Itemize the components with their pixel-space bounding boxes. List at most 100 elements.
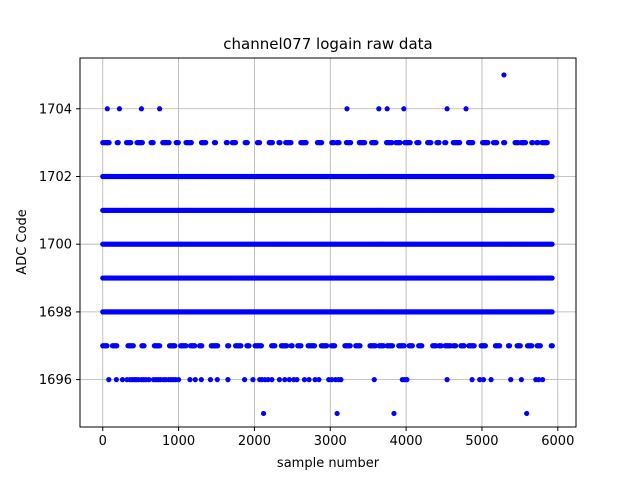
data-point [482,343,489,349]
data-point [404,377,410,383]
data-point [457,140,463,146]
y-tick-label: 1704 [39,102,72,117]
data-point [338,377,344,383]
data-point [419,343,425,349]
y-tick-label: 1700 [39,238,72,253]
data-point [207,377,214,383]
data-point [384,106,390,112]
data-point [199,343,205,349]
data-point [502,140,508,146]
data-point [106,140,112,146]
data-point [463,106,469,112]
data-point [260,410,267,417]
data-point [175,377,182,383]
data-point [226,343,232,349]
y-tick-label: 1702 [39,170,72,185]
data-point [530,140,536,146]
data-point [246,343,252,349]
data-point [157,343,163,349]
data-point [183,343,189,349]
data-point [294,377,300,383]
data-point [488,377,494,383]
data-point [518,377,524,383]
data-point [225,377,231,383]
data-point [380,343,387,349]
data-point [166,140,172,146]
data-point [104,343,110,349]
data-point [469,377,475,383]
data-point [301,377,308,383]
data-point [187,377,193,383]
data-point [362,140,368,146]
data-point [311,343,318,349]
data-point [104,106,110,112]
data-point [549,241,555,247]
data-point [316,377,322,383]
data-point [286,377,292,383]
data-point [203,140,209,146]
data-point [232,140,239,146]
data-point [192,343,198,349]
data-point [188,140,194,146]
data-point [537,343,543,349]
data-point [113,377,120,383]
chart-title: channel077 logain raw data [223,35,432,53]
data-point [172,343,178,349]
data-points [100,72,555,417]
data-point [549,173,555,180]
x-tick-label: 6000 [541,434,574,449]
data-point [485,140,491,146]
data-point [265,377,271,383]
data-point [157,106,163,112]
x-axis: 0 1000 2000 3000 4000 5000 6000 [99,427,574,449]
data-point [444,106,450,112]
data-point [506,343,513,349]
data-point [212,140,219,146]
data-point [329,377,335,383]
data-point [138,106,145,112]
data-point [312,377,318,383]
data-point [289,343,295,349]
data-point [461,343,467,349]
data-point [116,106,123,112]
data-point [250,377,256,383]
y-axis-label: ADC Code [15,209,30,274]
data-point [106,377,112,383]
data-point [477,377,483,383]
data-point [334,410,340,417]
data-point [319,140,325,146]
data-point [401,106,407,112]
x-tick-label: 2000 [238,434,271,449]
data-point [508,377,514,383]
x-tick-label: 5000 [465,434,498,449]
data-point [306,377,312,383]
data-point [407,140,413,146]
data-point [389,140,395,146]
data-point [214,377,220,383]
x-tick-label: 3000 [314,434,347,449]
data-point [276,377,283,383]
data-point [480,377,487,383]
data-point [258,343,265,349]
data-point [215,343,221,349]
data-point [497,343,503,349]
data-point [336,140,342,146]
data-point [303,140,309,146]
y-axis: 1696 1698 1700 1702 1704 [39,102,80,388]
data-point [284,343,290,349]
data-point [391,410,397,417]
data-point [141,343,147,349]
data-point [332,343,338,349]
data-point [371,377,377,383]
data-point [288,140,294,146]
data-point [238,343,244,349]
data-point [175,140,181,146]
data-point [198,377,204,383]
data-point [428,140,434,146]
data-point [357,343,363,349]
data-point [324,343,330,349]
data-point [397,140,403,146]
data-point [453,343,459,349]
